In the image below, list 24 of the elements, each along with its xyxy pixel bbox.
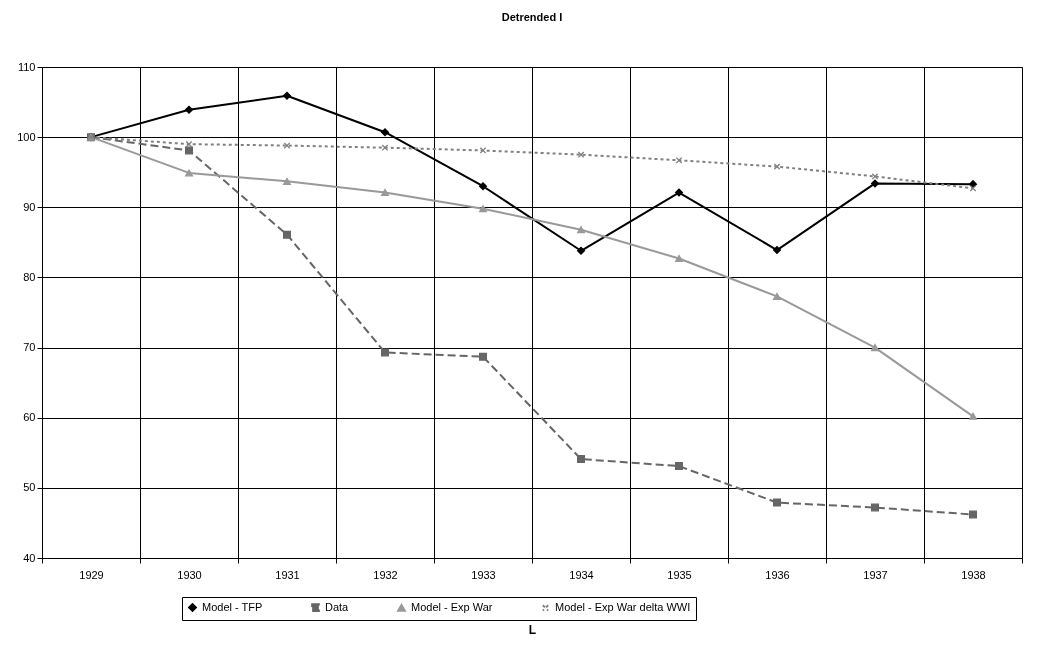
y-tick-label: 110 [17, 60, 36, 73]
x-tick-label: 1929 [79, 568, 104, 581]
y-tick-label: 50 [23, 481, 36, 494]
chart-title: Detrended I [501, 11, 563, 23]
x-tick-label: 1933 [471, 568, 496, 581]
legend-label: Model - Exp War delta WWI [555, 600, 691, 613]
x-tick-label: 1931 [275, 568, 300, 581]
y-tick-label: 90 [23, 200, 36, 213]
y-tick-label: 60 [23, 411, 36, 424]
y-tick-label: 80 [23, 270, 36, 283]
x-tick-label: 1930 [177, 568, 202, 581]
x-tick-label: 1936 [765, 568, 790, 581]
x-tick-label: 1935 [667, 568, 692, 581]
legend-label: Model - TFP [202, 600, 263, 613]
y-tick-label: 70 [23, 341, 36, 354]
legend-label: Model - Exp War [411, 600, 493, 613]
y-tick-label: 100 [17, 130, 36, 143]
x-tick-label: 1934 [569, 568, 594, 581]
x-tick-label: 1938 [961, 568, 986, 581]
x-tick-label: 1937 [863, 568, 888, 581]
legend-label: Data [325, 600, 350, 613]
x-axis-title: L [528, 622, 537, 637]
x-tick-label: 1932 [373, 568, 398, 581]
y-tick-label: 40 [23, 551, 36, 564]
